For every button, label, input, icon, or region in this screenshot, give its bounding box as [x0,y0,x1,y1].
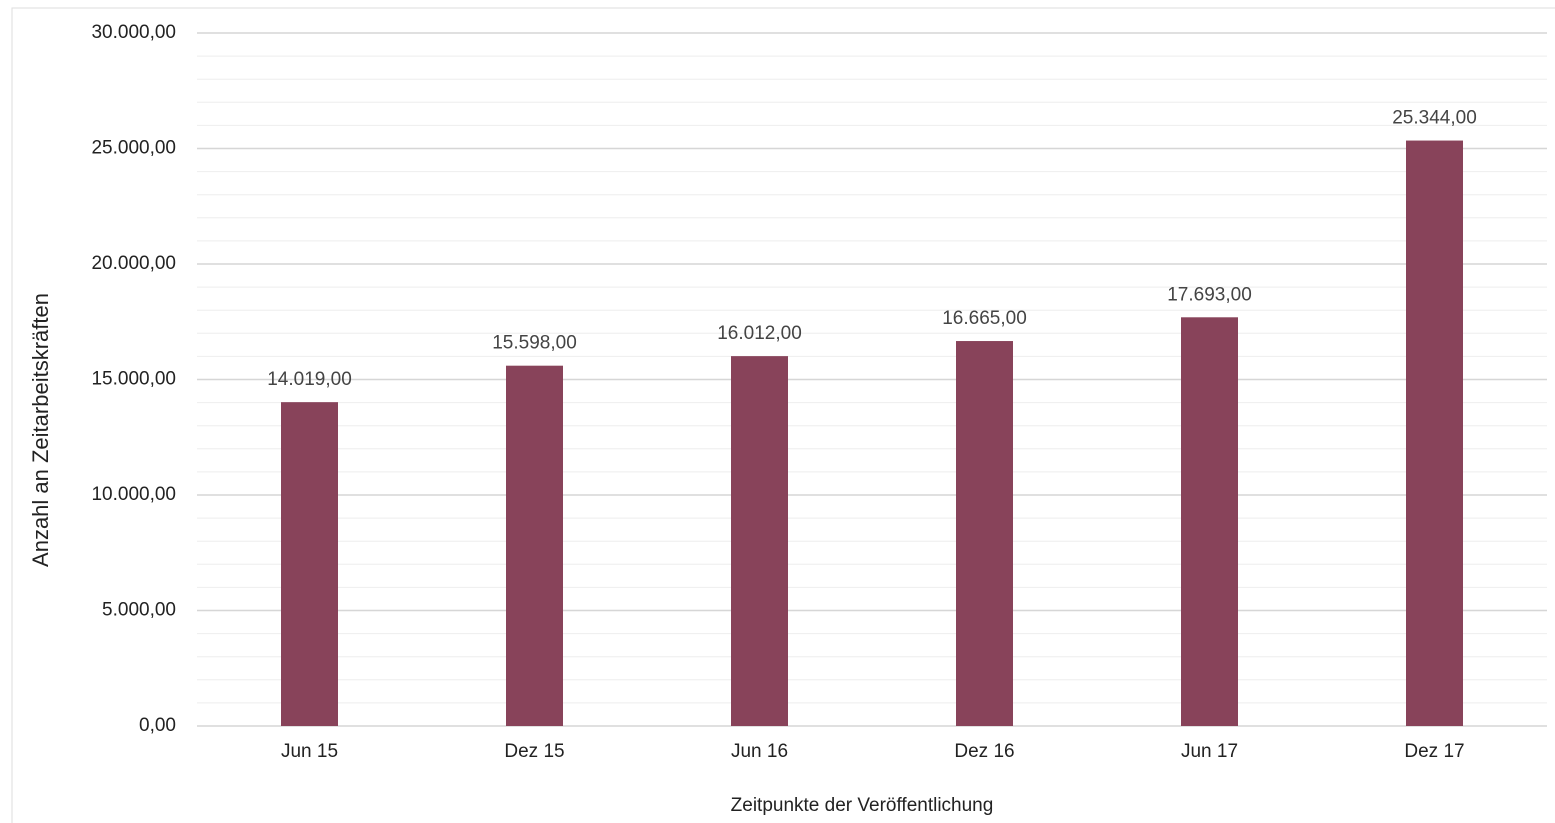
value-label: 14.019,00 [267,369,352,390]
y-tick-label: 5.000,00 [102,600,176,621]
bar [1181,317,1238,726]
y-tick-label: 25.000,00 [91,138,176,159]
bar [506,365,563,726]
x-tick-label: Dez 15 [504,741,564,762]
value-label: 16.012,00 [717,323,802,344]
chart-frame [11,7,1555,823]
y-axis-title: Anzahl an Zeitarbeitskräften [28,293,53,567]
bar [731,356,788,726]
x-tick-label: Jun 15 [281,741,338,762]
bar [1406,140,1463,727]
y-tick-label: 15.000,00 [91,369,176,390]
x-tick-label: Jun 16 [731,741,788,762]
y-tick-label: 10.000,00 [91,484,176,505]
value-label: 25.344,00 [1392,108,1477,129]
y-tick-label: 30.000,00 [91,22,176,43]
value-label: 15.598,00 [492,333,577,354]
x-tick-label: Jun 17 [1181,741,1238,762]
y-tick-label: 20.000,00 [91,253,176,274]
value-label: 17.693,00 [1167,284,1252,305]
x-tick-label: Dez 17 [1404,741,1464,762]
y-tick-label: 0,00 [139,715,176,736]
x-tick-label: Dez 16 [954,741,1014,762]
bar [281,402,338,726]
x-axis-title: Zeitpunkte der Veröffentlichung [731,795,994,816]
bar [956,341,1013,726]
value-label: 16.665,00 [942,308,1027,329]
